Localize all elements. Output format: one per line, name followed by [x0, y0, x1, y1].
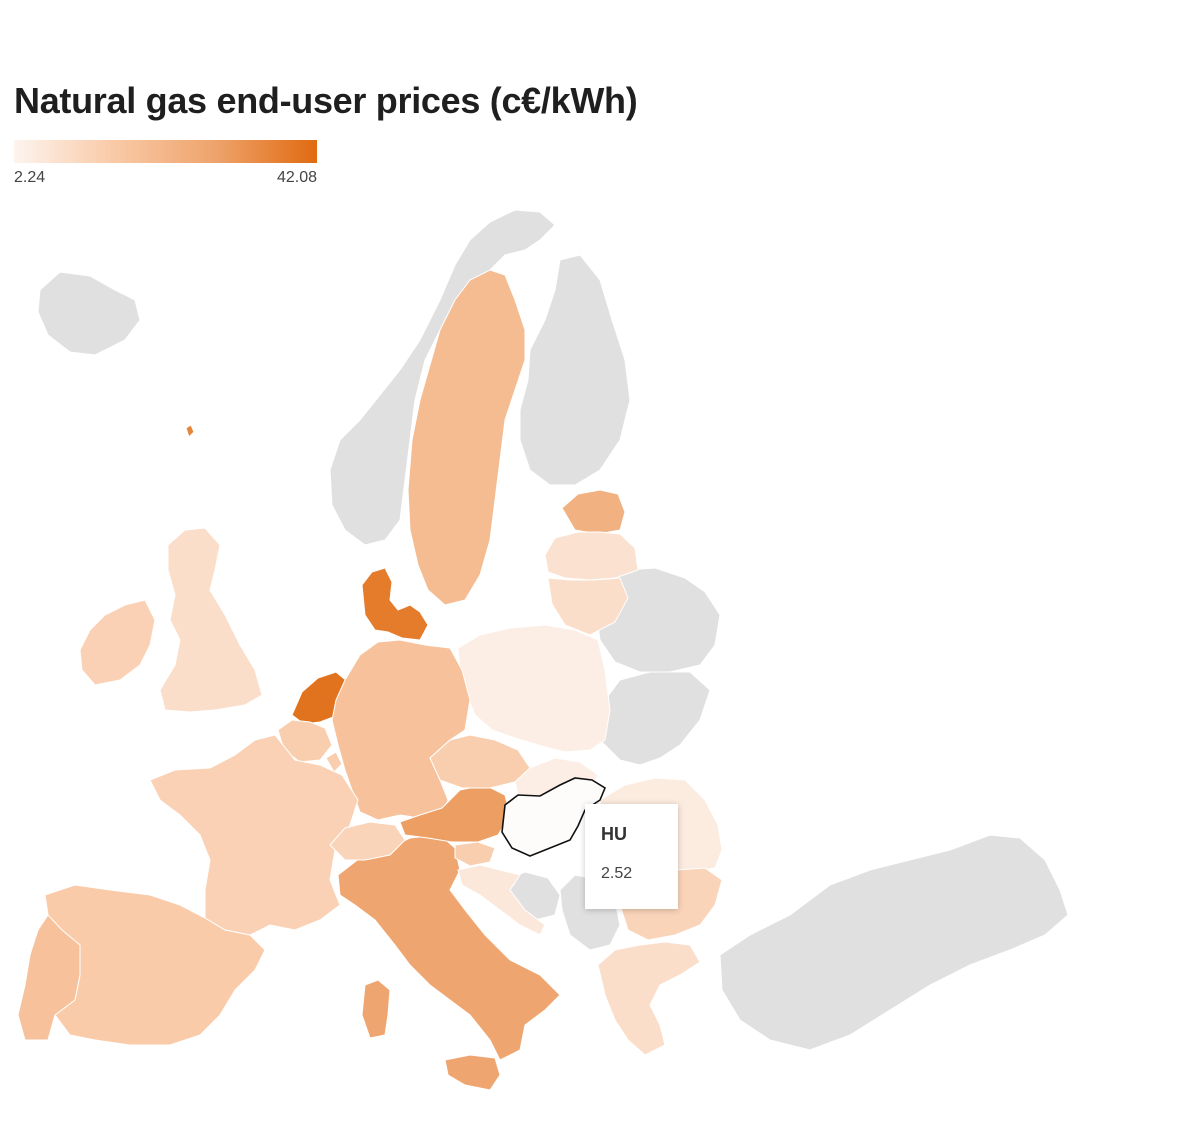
region-estonia[interactable] [561, 489, 626, 535]
region-norway[interactable] [329, 209, 556, 546]
region-croatia[interactable] [457, 864, 546, 936]
legend-gradient-bar [14, 140, 317, 163]
legend-max-label: 42.08 [276, 169, 317, 186]
region-greece[interactable] [597, 941, 701, 1056]
map-tooltip: HU 2.52 [585, 804, 678, 909]
legend-labels: 2.24 42.08 [14, 169, 317, 189]
region-ukraine [599, 671, 711, 766]
legend-min-label: 2.24 [14, 169, 46, 186]
region-turkey[interactable] [719, 834, 1069, 1051]
region-iceland[interactable] [37, 271, 141, 356]
region-uk[interactable] [159, 527, 263, 713]
tooltip-value: 2.52 [601, 865, 633, 882]
region-lithuania[interactable] [547, 577, 629, 636]
region-luxembourg[interactable] [325, 751, 343, 773]
tooltip-country-code: HU [601, 824, 627, 844]
region-germany[interactable] [331, 639, 471, 821]
region-poland[interactable] [457, 624, 611, 753]
region-latvia[interactable] [544, 531, 639, 581]
region-switzerland[interactable] [329, 821, 406, 861]
region-france[interactable] [149, 734, 359, 936]
region-ireland[interactable] [79, 599, 156, 686]
color-legend: 2.24 42.08 [14, 140, 317, 189]
map-title: Natural gas end-user prices (c€/kWh) [14, 80, 638, 121]
region-finland[interactable] [519, 254, 631, 486]
region-portugal[interactable] [17, 914, 81, 1041]
region-denmark[interactable] [361, 567, 429, 641]
region-sweden[interactable] [407, 269, 526, 606]
region-belarus[interactable] [595, 567, 721, 673]
region-slovenia[interactable] [454, 841, 496, 867]
region-sicily[interactable] [444, 1054, 501, 1091]
region-sardinia[interactable] [361, 979, 391, 1039]
region-faroe-islands[interactable] [185, 424, 195, 438]
